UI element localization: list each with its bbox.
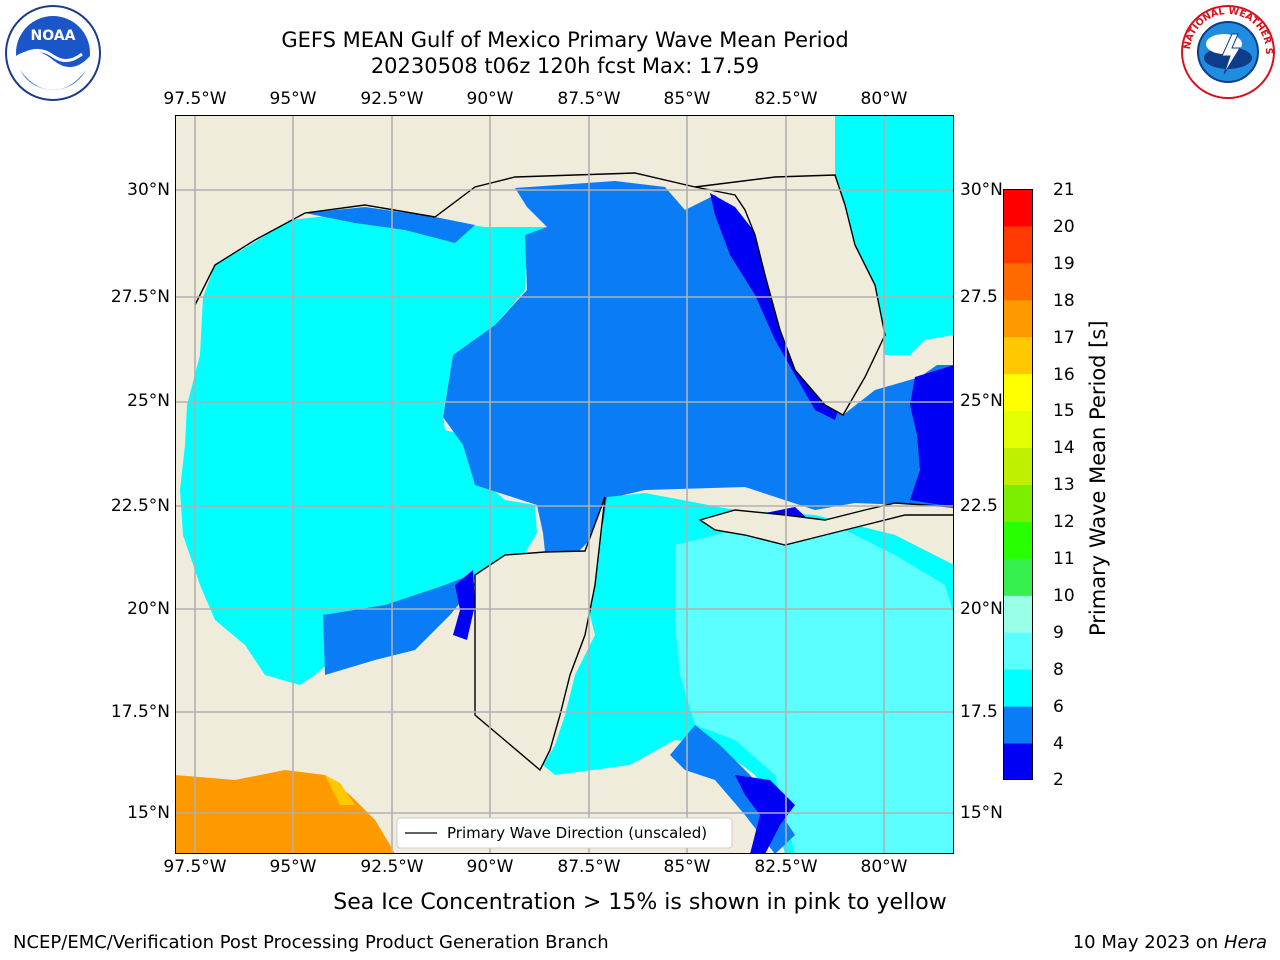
lat-label-left-6: 17.5°N [110, 702, 170, 722]
colorbar-segment [1003, 262, 1033, 301]
cb-tick-6: 6 [1053, 697, 1064, 717]
title-line-2: 20230508 t06z 120h fcst Max: 17.59 [370, 54, 760, 78]
land-yucatan [474, 496, 606, 772]
lat-label-left-2: 27.5°N [110, 287, 170, 307]
cb-tick-12: 12 [1053, 512, 1075, 532]
lon-label-top-4: 90°W [466, 89, 514, 109]
lat-label-left-7: 15°N [127, 803, 170, 823]
lat-label-left-1: 30°N [127, 180, 170, 200]
lat-label-left-3: 25°N [127, 391, 170, 411]
lon-label-bottom-8: 80°W [860, 857, 908, 877]
lon-label-top-3: 92.5°W [360, 89, 424, 109]
coastline-us-gulf [194, 172, 696, 306]
colorbar-segment [1003, 447, 1033, 485]
colorbar-segment [1003, 595, 1033, 633]
cb-tick-19: 19 [1053, 254, 1075, 274]
sea-ice-note: Sea Ice Concentration > 15% is shown in … [333, 890, 947, 915]
cb-tick-13: 13 [1053, 475, 1075, 495]
lat-label-right-3: 25°N [960, 391, 1003, 411]
lon-label-top-7: 82.5°W [754, 89, 818, 109]
lon-label-top-2: 95°W [269, 89, 317, 109]
colorbar-segment [1003, 669, 1033, 707]
footer-date: 10 May 2023 on Hera [1073, 932, 1267, 953]
colorbar-segment [1003, 521, 1033, 559]
lon-label-bottom-5: 87.5°W [557, 857, 621, 877]
lat-label-right-1: 30°N [960, 180, 1003, 200]
legend-label: Primary Wave Direction (unscaled) [447, 824, 707, 842]
legend-box: Primary Wave Direction (unscaled) [396, 817, 733, 849]
wave-region-western-gulf [180, 213, 547, 685]
colorbar-ticks: 21 20 19 18 17 16 15 14 13 12 11 10 9 8 … [1040, 180, 1100, 790]
map-panel: Primary Wave Direction (unscaled) [175, 115, 954, 854]
lon-label-bottom-6: 85°W [663, 857, 711, 877]
colorbar-segment [1003, 484, 1033, 522]
cb-tick-2: 2 [1053, 770, 1064, 790]
wave-region-atlantic [835, 115, 954, 355]
lat-label-right-4: 22.5 [960, 496, 998, 516]
wave-region-campeche-shelf [323, 575, 475, 675]
colorbar-segment [1003, 373, 1033, 412]
wave-region-pacific-yellow [325, 775, 355, 805]
colorbar-segment [1003, 410, 1033, 449]
lat-label-left-4: 22.5°N [110, 496, 170, 516]
lat-label-right-7: 15°N [960, 803, 1003, 823]
cb-tick-17: 17 [1053, 328, 1075, 348]
colorbar-label: Primary Wave Mean Period [s] [1086, 320, 1110, 636]
cb-tick-8: 8 [1053, 660, 1064, 680]
colorbar-segment [1003, 225, 1033, 264]
graticule [175, 115, 954, 854]
cb-tick-20: 20 [1053, 217, 1075, 237]
colorbar-segment [1003, 336, 1033, 375]
lon-label-bottom-7: 82.5°W [754, 857, 818, 877]
lon-label-top-6: 85°W [663, 89, 711, 109]
lat-label-right-2: 27.5 [960, 287, 998, 307]
cb-tick-11: 11 [1053, 549, 1075, 569]
wave-region-central-gulf [443, 181, 954, 555]
lon-label-bottom-2: 95°W [269, 857, 317, 877]
cb-tick-10: 10 [1053, 586, 1075, 606]
colorbar-segment [1003, 743, 1033, 780]
lon-label-top-1: 97.5°W [163, 89, 227, 109]
cb-tick-16: 16 [1053, 365, 1075, 385]
lat-label-right-6: 17.5 [960, 702, 998, 722]
cb-tick-18: 18 [1053, 291, 1075, 311]
noaa-logo: NOAA [4, 4, 102, 102]
cb-tick-9: 9 [1053, 623, 1064, 643]
nws-logo: NATIONAL WEATHER SERVICE [1176, 0, 1276, 100]
lon-label-bottom-1: 97.5°W [163, 857, 227, 877]
lon-label-bottom-3: 92.5°W [360, 857, 424, 877]
lat-label-left-5: 20°N [127, 599, 170, 619]
cb-tick-14: 14 [1053, 438, 1075, 458]
colorbar [1003, 189, 1033, 780]
footer-machine: Hera [1223, 932, 1267, 953]
title-line-1: GEFS MEAN Gulf of Mexico Primary Wave Me… [281, 28, 849, 52]
wave-region-campeche-coast [453, 570, 475, 640]
svg-text:NOAA: NOAA [31, 28, 76, 44]
colorbar-segment [1003, 706, 1033, 744]
lon-label-bottom-4: 90°W [466, 857, 514, 877]
lon-label-top-8: 80°W [860, 89, 908, 109]
map-title: GEFS MEAN Gulf of Mexico Primary Wave Me… [175, 27, 955, 79]
wave-region-florida-keys [910, 365, 954, 507]
colorbar-segment [1003, 189, 1033, 227]
wave-region-honduras-coast [735, 775, 795, 854]
land-cuba [698, 502, 954, 546]
lon-label-top-5: 87.5°W [557, 89, 621, 109]
lat-label-right-5: 20°N [960, 599, 1003, 619]
footer-credit: NCEP/EMC/Verification Post Processing Pr… [13, 932, 609, 953]
footer-date-text: 10 May 2023 on [1072, 932, 1224, 953]
cb-tick-4: 4 [1053, 734, 1064, 754]
colorbar-segment [1003, 558, 1033, 596]
colorbar-segment [1003, 299, 1033, 338]
cb-tick-15: 15 [1053, 401, 1075, 421]
wave-region-texas-coast [305, 207, 475, 243]
colorbar-segment [1003, 632, 1033, 670]
land-florida [694, 174, 886, 416]
cb-tick-21: 21 [1053, 180, 1075, 200]
